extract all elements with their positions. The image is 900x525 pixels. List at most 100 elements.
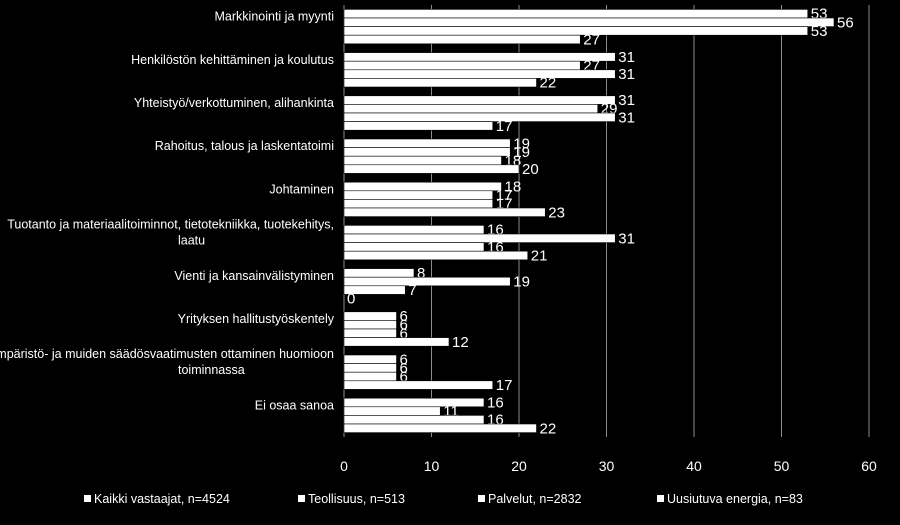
bar — [343, 354, 397, 364]
data-label: 6 — [400, 308, 408, 325]
data-label: 20 — [522, 161, 539, 178]
data-label: 6 — [400, 317, 408, 334]
bar — [343, 207, 546, 217]
data-label: 17 — [496, 118, 513, 135]
data-label: 19 — [513, 144, 530, 161]
bar — [343, 9, 809, 19]
legend-swatch — [84, 495, 91, 502]
legend-item: Teollisuus, n=513 — [298, 492, 405, 506]
category-label: Henkilöstön kehittäminen ja koulutus — [131, 53, 334, 67]
category-label: Tuotanto ja materiaalitoiminnot, tietote… — [7, 218, 334, 248]
bar — [343, 285, 406, 295]
x-tick-label: 60 — [861, 458, 877, 474]
data-label: 12 — [452, 334, 469, 351]
bar — [343, 276, 511, 287]
legend-item: Uusiutuva energia, n=83 — [657, 492, 803, 506]
legend-label: Kaikki vastaajat, n=4524 — [94, 492, 230, 506]
bar — [343, 397, 485, 408]
bar — [343, 250, 529, 261]
data-label: 22 — [540, 75, 557, 92]
data-label: 31 — [618, 49, 635, 66]
bar — [343, 26, 809, 36]
bar — [343, 199, 494, 209]
data-label: 6 — [400, 360, 408, 377]
data-label: 8 — [417, 265, 425, 282]
bar — [343, 164, 520, 174]
data-label: 6 — [400, 369, 408, 386]
bar — [343, 17, 835, 27]
category-label: Yrityksen hallitustyöskentely — [178, 312, 335, 326]
category-labels: Markkinointi ja myynti Henkilöstön kehitt… — [0, 10, 335, 413]
bar — [343, 337, 450, 347]
bar — [343, 268, 415, 278]
legend-swatch — [298, 495, 305, 502]
legend-label: Palvelut, n=2832 — [488, 492, 582, 506]
category-label: Johtaminen — [269, 182, 334, 196]
bar — [343, 328, 397, 338]
category-label: Yhteistyö/verkottuminen, alihankinta — [134, 96, 334, 110]
bar — [343, 406, 441, 416]
data-label: 31 — [618, 230, 635, 247]
x-tick-label: 50 — [774, 458, 790, 474]
bar — [343, 233, 616, 243]
data-label: 53 — [811, 23, 828, 40]
bar — [343, 34, 581, 45]
x-axis-tick-labels: 0 10 20 30 40 50 60 — [340, 458, 877, 474]
bar — [343, 423, 537, 433]
data-label: 7 — [408, 282, 416, 299]
data-label: 6 — [400, 351, 408, 368]
bar — [343, 415, 485, 425]
legend-item: Palvelut, n=2832 — [478, 492, 582, 506]
data-label: 21 — [531, 248, 548, 265]
data-label: 31 — [618, 109, 635, 126]
data-label: 19 — [513, 274, 530, 291]
legend-swatch — [657, 495, 664, 502]
legend-label: Uusiutuva energia, n=83 — [667, 492, 803, 506]
bar — [343, 181, 502, 192]
x-tick-label: 30 — [599, 458, 615, 474]
bar — [343, 371, 397, 382]
bar — [343, 190, 494, 200]
bar — [343, 104, 599, 114]
x-tick-label: 10 — [424, 458, 440, 474]
legend-label: Teollisuus, n=513 — [308, 492, 405, 506]
bar — [343, 52, 616, 62]
bar — [343, 320, 397, 330]
bar — [343, 138, 511, 148]
x-tick-label: 20 — [511, 458, 527, 474]
data-label: 16 — [487, 395, 504, 412]
bar — [343, 121, 494, 131]
category-label: Vienti ja kansainvälistyminen — [174, 269, 334, 283]
bar — [343, 60, 581, 71]
data-label: 0 — [347, 291, 355, 308]
legend-item: Kaikki vastaajat, n=4524 — [84, 492, 230, 506]
category-label: Markkinointi ja myynti — [215, 10, 334, 24]
category-label: Ei osaa sanoa — [255, 398, 334, 412]
data-label: 18 — [505, 179, 522, 196]
bar — [343, 380, 494, 390]
data-label: 19 — [513, 135, 530, 152]
category-label: Rahoitus, talous ja laskentatoimi — [155, 139, 334, 153]
x-tick-label: 40 — [686, 458, 702, 474]
bar — [343, 155, 502, 166]
data-label: 56 — [837, 14, 854, 31]
bar — [343, 147, 511, 157]
data-label: 17 — [496, 377, 513, 394]
bar — [343, 95, 616, 105]
data-label: 17 — [496, 187, 513, 204]
category-label: Ympäristö- ja muiden säädösvaatimusten o… — [0, 347, 334, 377]
data-label: 31 — [618, 92, 635, 109]
bar — [343, 242, 485, 252]
bar — [343, 363, 397, 373]
bars: 5356532731273122312931171919182018171723… — [343, 6, 854, 437]
data-label: 23 — [548, 204, 565, 221]
legend-swatch — [478, 495, 485, 502]
data-label: 31 — [618, 66, 635, 83]
legend: Kaikki vastaajat, n=4524 Teollisuus, n=51… — [84, 492, 803, 506]
x-tick-label: 0 — [340, 458, 348, 474]
data-label: 27 — [583, 32, 600, 49]
bar — [343, 311, 397, 321]
data-label: 6 — [400, 325, 408, 342]
bar — [343, 69, 616, 79]
